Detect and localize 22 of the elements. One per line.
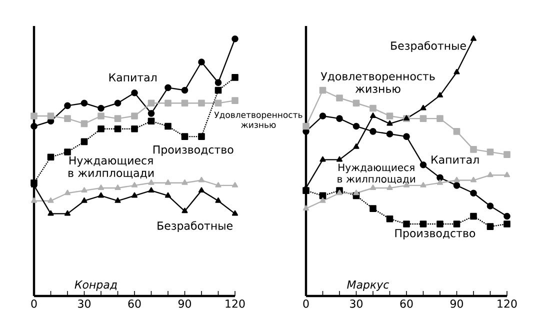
x-tick-label: 0 bbox=[31, 300, 37, 308]
x-tick-label: 60 bbox=[400, 300, 413, 308]
text: Маркус bbox=[347, 280, 390, 291]
x-tick-label: 60 bbox=[128, 300, 141, 308]
x-tick-label: 30 bbox=[350, 300, 363, 308]
x-tick-label: 90 bbox=[178, 300, 192, 308]
x-tick-label: 120 bbox=[226, 300, 245, 308]
series-label: Удовлетворенность жизнью bbox=[320, 72, 435, 93]
text: Конрад bbox=[74, 280, 117, 291]
x-tick-label: 30 bbox=[78, 300, 91, 308]
series-label: Нуждающиеся в жилплощади bbox=[338, 164, 416, 184]
series-label: Капитал bbox=[432, 156, 479, 164]
x-tick-label: 90 bbox=[450, 300, 463, 308]
x-tick-label: 0 bbox=[303, 300, 309, 308]
series-label: Нуждающиеся в жилплощади bbox=[68, 156, 154, 178]
series-label: Производство bbox=[153, 146, 234, 156]
series-label: Безработные bbox=[391, 41, 466, 52]
x-tick-label: 120 bbox=[498, 300, 517, 308]
series-label: Капитал bbox=[109, 73, 156, 82]
series-label: Удовлетворенность жизнью bbox=[214, 112, 302, 128]
series-label: Производство bbox=[395, 229, 476, 240]
series-label: Безработные bbox=[158, 221, 232, 232]
